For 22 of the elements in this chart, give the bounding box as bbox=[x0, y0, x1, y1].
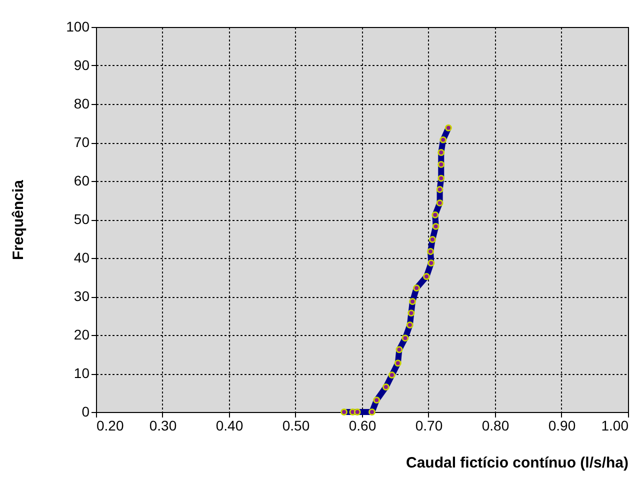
y-tick-label: 30 bbox=[74, 288, 90, 304]
x-tick-label: 0.50 bbox=[282, 418, 310, 434]
y-tick-label: 40 bbox=[74, 250, 90, 266]
x-tick-label: 0.80 bbox=[482, 418, 510, 434]
x-tick-label: 0.20 bbox=[96, 418, 124, 434]
x-tick-label: 0.70 bbox=[415, 418, 443, 434]
x-tick-label: 0.40 bbox=[216, 418, 244, 434]
y-tick-label: 90 bbox=[74, 57, 90, 73]
x-axis-title: Caudal fictício contínuo (l/s/ha) bbox=[406, 454, 628, 472]
x-tick-label: 0.30 bbox=[149, 418, 177, 434]
y-tick-label: 100 bbox=[66, 18, 90, 34]
x-tick-label: 1.00 bbox=[601, 418, 629, 434]
x-tick-label: 0.90 bbox=[548, 418, 576, 434]
y-tick-label: 70 bbox=[74, 134, 90, 150]
y-tick-label: 10 bbox=[74, 365, 90, 381]
y-tick-label: 50 bbox=[74, 211, 90, 227]
x-tick-label: 0.60 bbox=[348, 418, 376, 434]
y-tick-label: 0 bbox=[82, 404, 90, 420]
y-tick-label: 20 bbox=[74, 326, 90, 342]
y-tick-label: 80 bbox=[74, 96, 90, 112]
y-tick-label: 60 bbox=[74, 172, 90, 188]
y-axis-title: Frequência bbox=[10, 179, 28, 260]
